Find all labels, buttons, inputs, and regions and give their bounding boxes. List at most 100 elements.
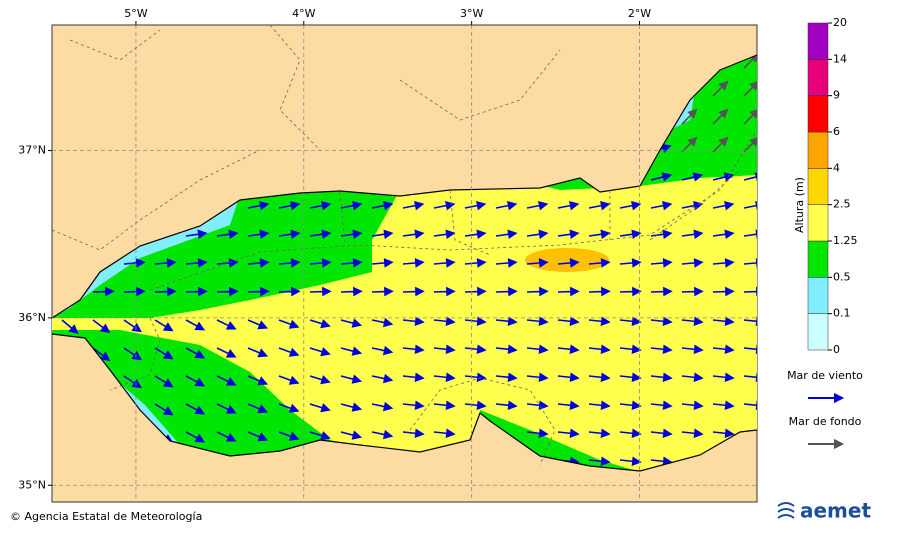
wave-arrow — [650, 172, 673, 182]
wave-arrow — [154, 258, 177, 268]
wave-arrow — [185, 319, 206, 331]
wave-arrow — [123, 258, 146, 268]
wave-arrow — [216, 258, 239, 268]
wave-arrow — [619, 258, 642, 268]
wave-arrow — [588, 344, 611, 355]
wave-arrow — [712, 428, 735, 439]
lon-tick-label: 4°W — [292, 7, 315, 20]
wave-arrow — [557, 258, 580, 268]
colorbar-segment — [807, 168, 829, 205]
border — [51, 24, 758, 466]
wave-arrow — [278, 229, 301, 240]
wave-arrow — [588, 258, 611, 268]
ticks: 5°W 4°W 3°W 2°W 37°N 36°N 35°N — [18, 7, 757, 502]
wave-arrow — [557, 316, 580, 327]
wave-arrow — [309, 347, 331, 357]
wave-arrow — [216, 403, 237, 414]
wave-arrow — [557, 344, 580, 355]
colorbar-tick-label: 2.5 — [833, 198, 851, 211]
lon-tick-label: 3°W — [460, 7, 483, 20]
wave-arrow — [247, 200, 270, 211]
wave-arrow — [433, 316, 456, 327]
wave-arrow — [588, 428, 611, 439]
wave-arrow — [557, 286, 580, 297]
wave-arrow — [278, 200, 301, 211]
wave-arrow — [681, 344, 704, 355]
wave-arrow — [185, 258, 208, 268]
wave-arrow — [247, 229, 270, 240]
wave-arrow — [619, 456, 642, 467]
colorbar-segment — [807, 22, 829, 60]
wave-arrow — [526, 400, 549, 411]
colorbar-segment — [807, 313, 829, 351]
wave-arrow — [185, 347, 206, 359]
colorbar: 0 0.1 0.5 1.25 2.5 4 6 9 14 20 — [807, 16, 858, 356]
logo: aemet — [777, 499, 871, 523]
wave-arrow — [433, 258, 456, 268]
wave-arrow — [433, 372, 456, 383]
wave-arrow — [185, 403, 206, 415]
wave-arrow — [681, 172, 704, 182]
wave-arrow — [743, 400, 757, 411]
wave-arrow — [433, 400, 456, 411]
wave-arrow — [340, 402, 363, 412]
wave-arrow — [309, 375, 331, 385]
coastline — [51, 54, 758, 319]
wave-arrow — [588, 372, 611, 383]
wave-arrow — [681, 200, 704, 211]
lat-tick-label: 36°N — [18, 311, 46, 324]
colorbar-label: Altura (m) — [793, 177, 806, 233]
wave-arrow — [681, 108, 698, 125]
wave-arrow — [712, 80, 729, 97]
wave-arrow — [650, 258, 673, 268]
wave-arrow — [681, 428, 704, 439]
wave-arrow — [433, 344, 456, 355]
wave-arrow — [185, 375, 206, 387]
wave-arrow — [712, 136, 729, 153]
lat-tick-label: 35°N — [18, 478, 46, 491]
wave-arrow — [495, 316, 518, 327]
wave-arrow — [619, 344, 642, 355]
wave-arrow — [743, 200, 757, 211]
wave-arrow — [247, 375, 269, 386]
legend: Mar de viento Mar de fondo — [787, 369, 863, 450]
coastline — [51, 333, 758, 472]
legend-arrow — [808, 392, 845, 404]
wave-arrow — [402, 344, 425, 355]
wave-arrow — [712, 344, 735, 355]
wave-arrow — [371, 317, 394, 328]
wave-arrow — [650, 200, 673, 211]
wave-arrow — [340, 318, 363, 328]
wave-arrow — [526, 428, 549, 439]
colorbar-tick-label: 9 — [833, 89, 840, 102]
wave-arrow — [154, 347, 174, 360]
wave-arrow — [526, 229, 549, 240]
wave-arrow — [650, 428, 673, 439]
wave-arrow — [588, 456, 611, 467]
wave-arrow — [123, 375, 143, 389]
wave-arrow — [495, 400, 518, 411]
legend-label: Mar de viento — [787, 369, 863, 382]
colorbar-segment — [807, 240, 829, 278]
wave-arrow — [712, 172, 735, 182]
wave-arrow — [154, 319, 174, 332]
wave-arrow — [278, 403, 300, 413]
wave-arrow — [681, 400, 704, 411]
colorbar-segment — [807, 59, 829, 96]
wave-arrow — [185, 431, 206, 443]
wave-arrow — [588, 200, 611, 211]
wave-arrow — [185, 286, 208, 297]
wave-arrow — [309, 431, 331, 441]
wave-arrow — [340, 346, 363, 356]
wave-arrow — [712, 200, 735, 211]
wave-arrow — [588, 229, 611, 240]
wave-arrow — [92, 319, 111, 334]
wave-arrow — [526, 286, 549, 297]
wave-arrow — [650, 400, 673, 411]
wave-arrow — [216, 347, 237, 358]
wave-arrow — [92, 347, 111, 362]
wave-arrow — [588, 286, 611, 297]
wave-arrow — [743, 316, 757, 327]
wave-arrow — [557, 428, 580, 439]
